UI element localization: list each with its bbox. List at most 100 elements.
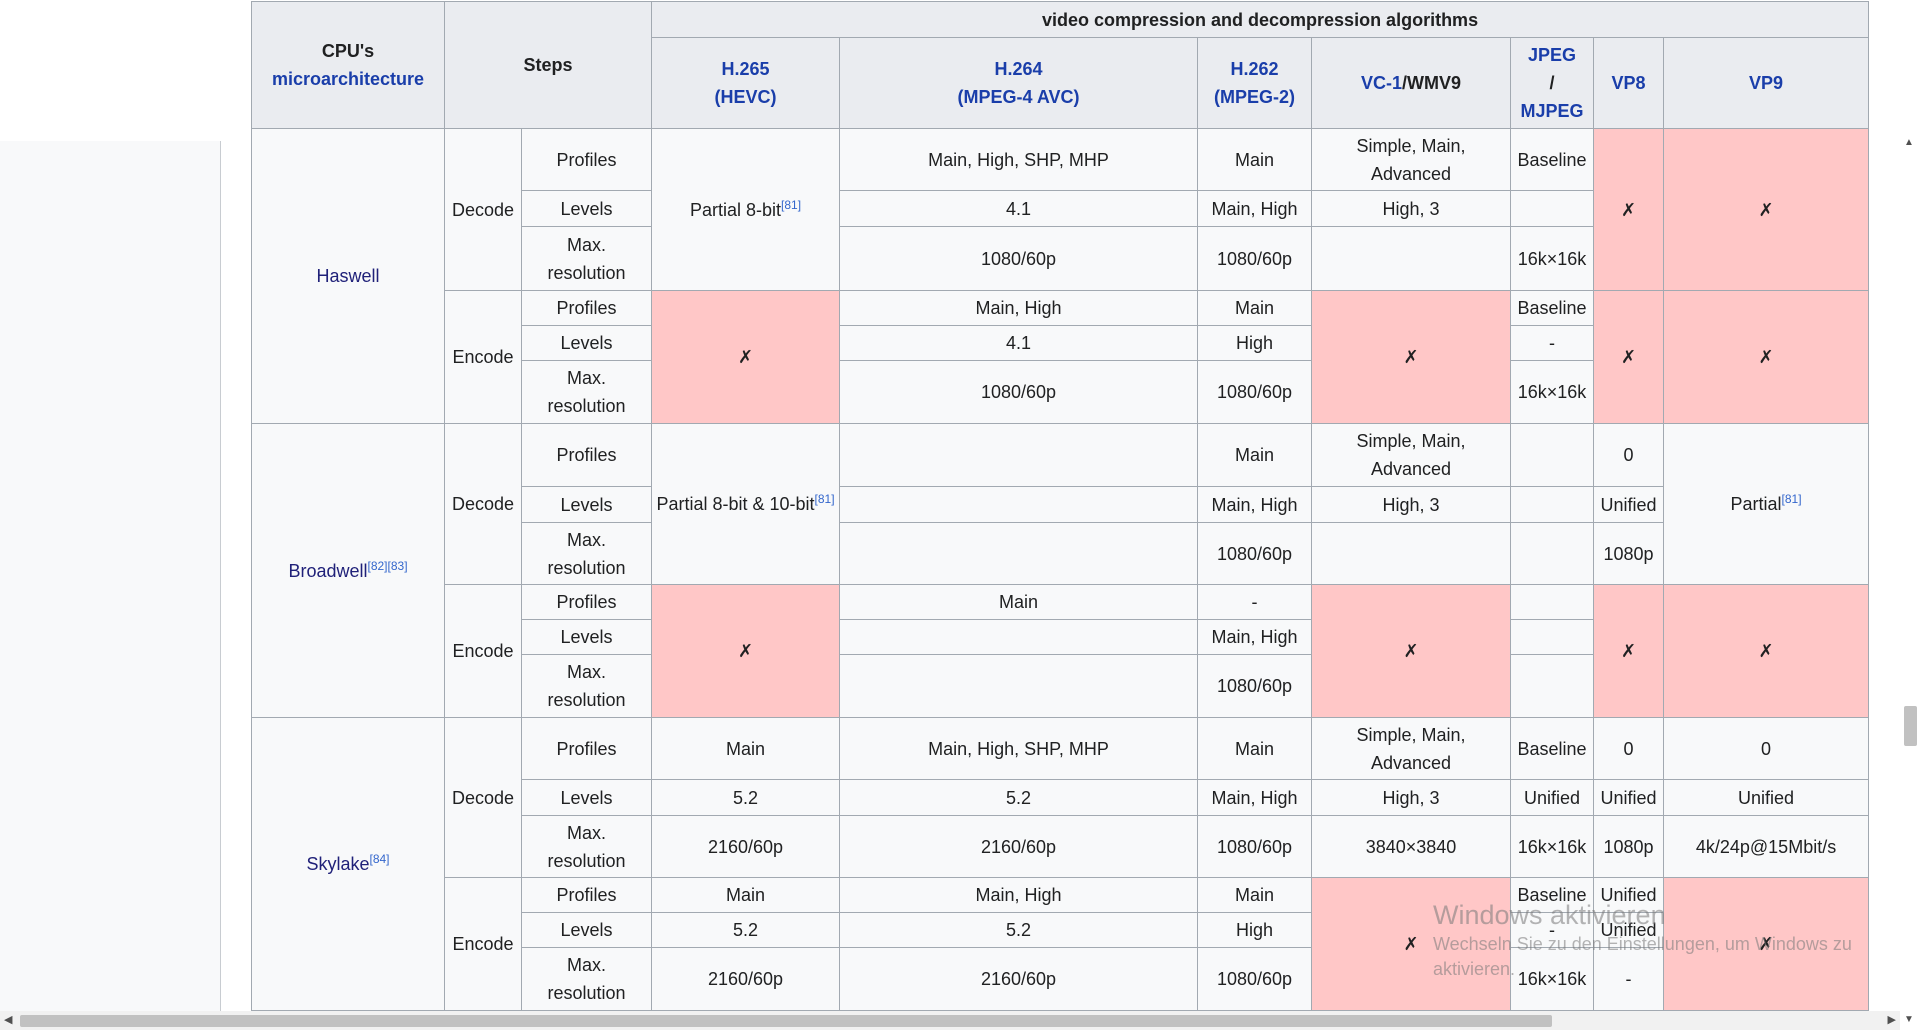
table-cell: 4.1 [839, 325, 1198, 361]
table-cell: 1080/60p [1197, 815, 1312, 878]
ref-link[interactable]: [83] [387, 558, 408, 573]
mpeg2-link[interactable]: (MPEG-2) [1214, 87, 1295, 107]
table-cell: 16k×16k [1510, 815, 1594, 878]
vp8-link[interactable]: VP8 [1611, 73, 1646, 93]
table-cell: 1080/60p [839, 360, 1198, 424]
scroll-right-arrow-icon[interactable]: ▶ [1887, 1014, 1896, 1026]
scroll-down-arrow-icon[interactable]: ▼ [1904, 1014, 1914, 1025]
maxres-text-1: Max. [566, 822, 606, 843]
table-cell: Main [1197, 128, 1312, 191]
table-row: Max. resolution 2160/60p 2160/60p 1080/60… [252, 815, 1870, 878]
unsupported-cell: ✗ [651, 584, 840, 718]
table-cell: 0 [1593, 717, 1664, 780]
maxres-text-2: resolution [547, 690, 626, 710]
table-cell: 2160/60p [651, 815, 840, 878]
table-cell: 1080/60p [1197, 226, 1312, 291]
haswell-dec-h265: Partial 8-bit[81] [651, 128, 840, 291]
table-cell [1510, 619, 1594, 655]
vc1-header: VC-1/WMV9 [1311, 37, 1511, 129]
profiles-label: Profiles [521, 877, 652, 913]
decode-label: Decode [444, 128, 522, 291]
max-resolution-label: Max. resolution [521, 815, 652, 878]
encode-label: Encode [444, 290, 522, 424]
table-cell: - [1510, 912, 1594, 948]
table-cell: 0 [1593, 423, 1664, 487]
skylake-link[interactable]: Skylake [306, 854, 370, 874]
ref-link[interactable]: [84] [369, 852, 390, 866]
profiles-label: Profiles [521, 423, 652, 487]
haswell-link[interactable]: Haswell [316, 266, 380, 286]
table-cell: 1080/60p [1197, 360, 1312, 424]
broadwell-dec-vp9: Partial[81] [1662, 423, 1870, 585]
unsupported-cell: ✗ [1311, 584, 1511, 718]
table-cell: Main, High, SHP, MHP [839, 717, 1198, 780]
jpeg-header: JPEG / MJPEG [1510, 37, 1594, 129]
vertical-scroll-thumb[interactable] [1904, 706, 1917, 746]
max-resolution-label: Max. resolution [521, 947, 652, 1011]
broadwell-cell: Broadwell[82][83] [251, 423, 445, 718]
h265-header: H.265 (HEVC) [651, 37, 840, 129]
microarchitecture-link[interactable]: microarchitecture [271, 69, 425, 89]
table-cell [1510, 486, 1594, 523]
scroll-up-arrow-icon[interactable]: ▲ [1904, 137, 1914, 148]
vc1-link[interactable]: VC-1 [1360, 73, 1402, 93]
h264-link[interactable]: H.264 [994, 59, 1043, 79]
vertical-scrollbar[interactable]: ▲ ▼ [1900, 137, 1920, 1025]
hevc-link[interactable]: (HEVC) [714, 87, 777, 107]
table-cell: 1080p [1593, 522, 1664, 585]
maxres-text-2: resolution [547, 262, 626, 283]
haswell-dec-h265-text: Partial 8-bit [689, 199, 782, 220]
maxres-text-1: Max. [566, 529, 606, 550]
unsupported-cell: ✗ [1662, 128, 1870, 291]
decode-label: Decode [444, 717, 522, 878]
ref-link[interactable]: [82] [367, 558, 388, 573]
table-cell: 2160/60p [839, 947, 1198, 1011]
max-resolution-label: Max. resolution [521, 360, 652, 424]
table-cell: Main, High [1197, 779, 1312, 816]
unsupported-cell: ✗ [1593, 584, 1664, 718]
horizontal-scroll-thumb[interactable] [20, 1015, 1552, 1027]
table-cell: - [1510, 325, 1594, 361]
vp8-header: VP8 [1593, 37, 1664, 129]
table-cell: 1080p [1593, 815, 1664, 878]
mpeg4-avc-link[interactable]: (MPEG-4 AVC) [957, 87, 1080, 107]
table-cell: 16k×16k [1510, 947, 1594, 1011]
table-cell: 16k×16k [1510, 226, 1594, 291]
table-row: Broadwell[82][83] Decode Profiles Partia… [251, 423, 1870, 718]
table-cell: High [1197, 912, 1312, 948]
jpeg-link[interactable]: JPEG [1527, 45, 1577, 65]
table-cell [839, 654, 1198, 718]
broadwell-link[interactable]: Broadwell [288, 560, 368, 581]
vp9-link[interactable]: VP9 [1749, 73, 1784, 93]
codec-support-table: CPU's microarchitecture Steps video comp… [251, 1, 1870, 1011]
table-cell: Main [839, 584, 1198, 620]
unsupported-cell: ✗ [1662, 290, 1870, 424]
table-cell: - [1197, 584, 1312, 620]
table-cell: 2160/60p [839, 815, 1198, 878]
h264-header: H.264 (MPEG-4 AVC) [839, 37, 1198, 129]
ref-link[interactable]: [81] [781, 197, 802, 212]
table-cell: Unified [1593, 877, 1664, 913]
header-row-2: H.265 (HEVC) H.264 (MPEG-4 AVC) H.262 (M… [252, 37, 1870, 129]
scroll-left-arrow-icon[interactable]: ◀ [4, 1014, 13, 1026]
table-cell: 5.2 [651, 779, 840, 816]
table-cell: 3840×3840 [1311, 815, 1511, 878]
table-cell: 1080/60p [1197, 522, 1312, 585]
table-cell [839, 486, 1198, 523]
broadwell-dec-h265: Partial 8-bit & 10-bit[81] [651, 423, 840, 585]
h265-link[interactable]: H.265 [721, 59, 770, 79]
horizontal-scrollbar[interactable]: ◀ ▶ [0, 1011, 1900, 1030]
h262-link[interactable]: H.262 [1230, 59, 1279, 79]
levels-label: Levels [521, 486, 652, 523]
mjpeg-link[interactable]: MJPEG [1520, 101, 1584, 121]
table-cell: Main [1197, 290, 1312, 326]
table-cell: Main, High [839, 290, 1198, 326]
ref-link[interactable]: [81] [814, 492, 835, 506]
table-cell: High [1197, 325, 1312, 361]
table-cell: High, 3 [1311, 486, 1511, 523]
encode-label: Encode [444, 877, 522, 1011]
steps-header: Steps [444, 1, 652, 129]
max-resolution-label: Max. resolution [521, 522, 652, 585]
table-cell: Baseline [1510, 128, 1594, 191]
ref-link[interactable]: [81] [1781, 492, 1802, 506]
